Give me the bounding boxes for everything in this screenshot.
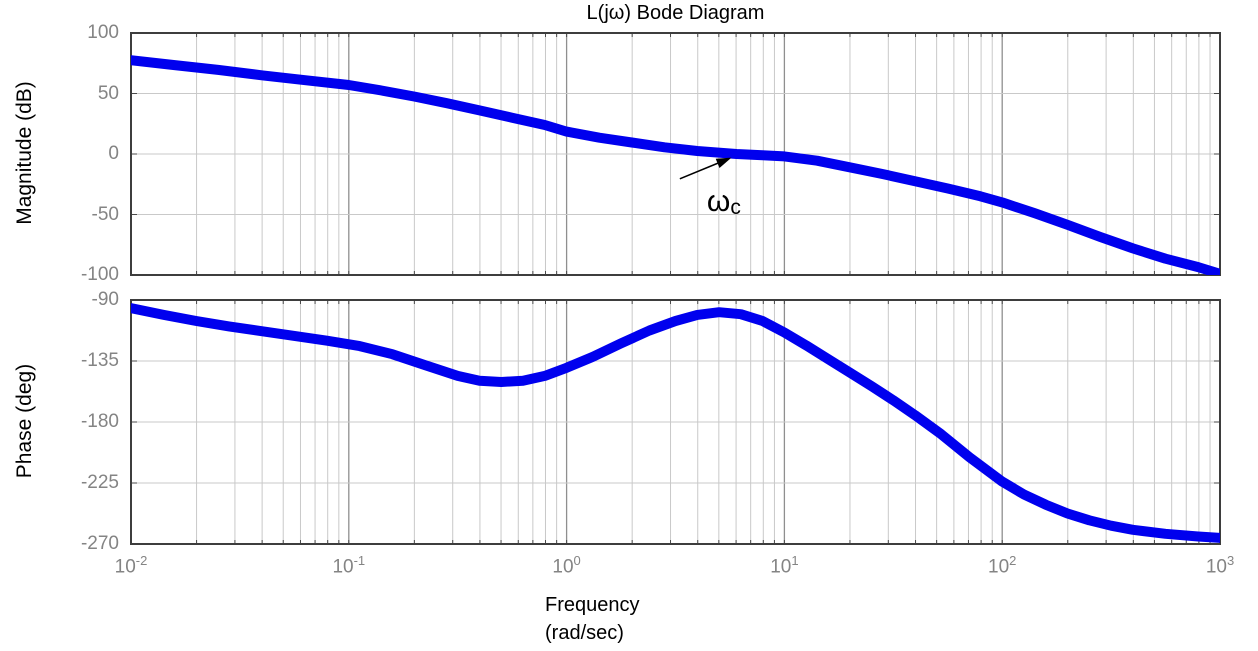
phase-grid [131,300,1220,544]
frequency-tick-label: 101 [739,554,829,578]
frequency-axis-label: Frequency (rad/sec) [545,591,640,647]
phase-tick-label: -270 [80,533,119,554]
crossover-annotation-arrow [679,160,724,180]
frequency-tick-base: 10 [332,556,354,578]
phase-tick-label: -225 [80,472,119,493]
frequency-tick-label: 10-1 [304,554,394,578]
frequency-tick-label: 100 [522,554,612,578]
frequency-tick-exponent: 3 [1226,553,1235,568]
frequency-tick-label: 103 [1175,554,1258,578]
phase-plot-box [130,299,1221,545]
magnitude-plot-box [130,32,1221,276]
frequency-tick-base: 10 [552,556,574,578]
magnitude-grid [131,33,1220,275]
frequency-tick-base: 10 [1205,556,1227,578]
frequency-tick-exponent: 0 [573,553,581,568]
frequency-tick-base: 10 [114,556,136,578]
crossover-annotation-label: ωc [707,185,741,219]
magnitude-tick-label: 0 [108,143,119,164]
phase-tick-label: -90 [91,289,119,310]
frequency-axis-label-line2: (rad/sec) [545,622,624,644]
frequency-tick-base: 10 [770,556,792,578]
phase-tick-label: -135 [80,350,119,371]
magnitude-tick-label: 50 [97,82,119,104]
phase-curve [131,303,1220,543]
magnitude-tick-label: -50 [91,203,119,225]
frequency-tick-exponent: -1 [353,553,366,568]
magnitude-tick-label: 100 [87,22,119,43]
frequency-tick-base: 10 [988,556,1010,578]
frequency-tick-label: 10-2 [86,554,176,578]
crossover-annotation-arrowhead [715,157,732,168]
frequency-tick-exponent: 2 [1009,553,1017,568]
frequency-tick-exponent: 1 [791,553,799,568]
frequency-tick-exponent: -2 [135,553,148,568]
frequency-axis-label-line1: Frequency [545,594,640,616]
plot-title: L(jω) Bode Diagram [586,2,765,24]
frequency-tick-label: 102 [957,554,1047,578]
magnitude-curve [131,55,1220,275]
magnitude-tick-label: -100 [80,264,119,285]
phase-tick-label: -180 [80,411,119,432]
